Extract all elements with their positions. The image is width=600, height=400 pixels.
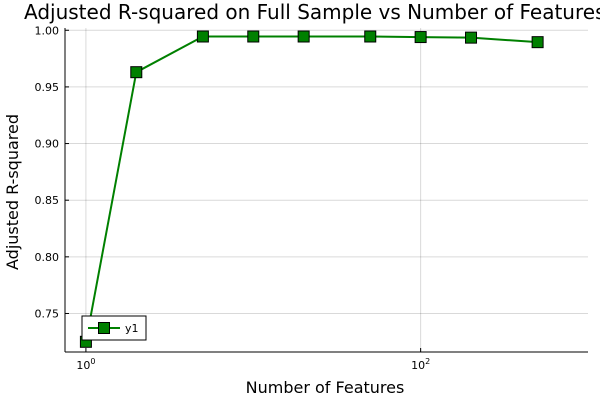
x-tick-label: 100 [76,357,95,372]
legend-label: y1 [125,322,139,335]
data-point [364,30,377,43]
y-axis-label: Adjusted R-squared [3,114,22,270]
y-tick-label: 0.90 [35,138,60,151]
data-point [247,30,260,43]
series-line-y1 [84,35,538,342]
data-point [531,36,544,49]
data-point [297,30,310,43]
y-tick-label: 0.85 [35,194,60,207]
x-tick-label: 102 [411,357,430,372]
y-tick-label: 0.80 [35,251,60,264]
data-point [414,31,427,44]
legend: y1 [81,315,147,341]
y-tick-label: 0.75 [35,307,60,320]
plot-area: 0.75 0.80 0.85 0.90 0.95 1.00 100 102 y1 [35,24,588,372]
data-point [465,31,478,44]
data-point [196,30,209,43]
y-tick-label: 1.00 [35,24,60,37]
x-axis-label: Number of Features [246,378,405,397]
y-tick-label: 0.95 [35,81,60,94]
legend-marker [98,322,110,334]
data-point [130,66,143,79]
chart-title: Adjusted R-squared on Full Sample vs Num… [24,0,600,24]
